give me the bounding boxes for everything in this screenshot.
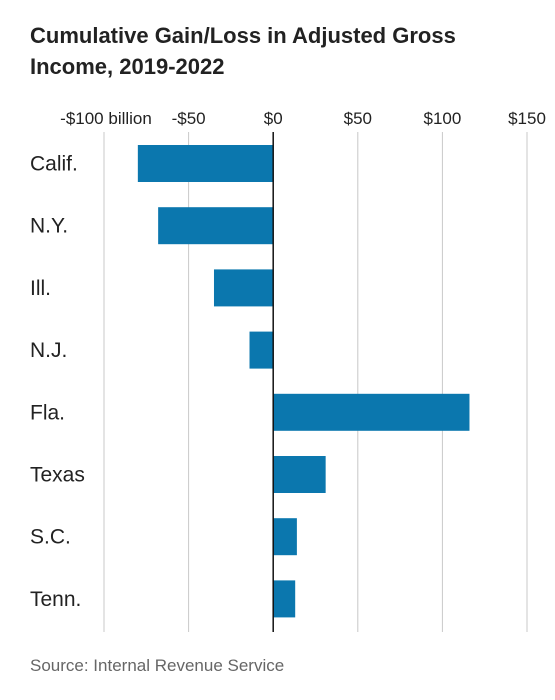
category-labels: Calif. N.Y. Ill. N.J. Fla. Texas S.C. Tenn. bbox=[30, 153, 85, 611]
category-label: S.C. bbox=[30, 526, 71, 549]
chart-title: Cumulative Gain/Loss in Adjusted Gross I… bbox=[30, 23, 456, 79]
category-label: N.J. bbox=[30, 339, 67, 362]
category-label: Ill. bbox=[30, 277, 51, 300]
category-label: Calif. bbox=[30, 153, 78, 176]
gridlines bbox=[103, 132, 528, 632]
x-axis-tick-labels: -$100 billion -$50 $0 $50 $100 $150 bbox=[60, 109, 546, 128]
category-label: Tenn. bbox=[30, 588, 81, 611]
bar bbox=[213, 269, 274, 307]
bar bbox=[158, 207, 274, 245]
category-label: N.Y. bbox=[30, 215, 68, 238]
x-tick-label: $0 bbox=[264, 109, 283, 128]
source-note: Source: Internal Revenue Service bbox=[30, 656, 285, 675]
x-tick-label: -$100 billion bbox=[60, 109, 152, 128]
category-label: Fla. bbox=[30, 401, 65, 424]
x-tick-label: -$50 bbox=[172, 109, 206, 128]
bar bbox=[137, 145, 274, 182]
x-tick-label: $150 bbox=[508, 109, 546, 128]
x-tick-label: $100 bbox=[423, 109, 461, 128]
bars bbox=[137, 145, 470, 618]
bar bbox=[273, 393, 470, 431]
bar bbox=[273, 518, 297, 556]
bar bbox=[273, 456, 326, 493]
x-tick-label: $50 bbox=[344, 109, 372, 128]
bar bbox=[273, 580, 296, 618]
category-label: Texas bbox=[30, 464, 85, 487]
bar bbox=[249, 331, 274, 369]
